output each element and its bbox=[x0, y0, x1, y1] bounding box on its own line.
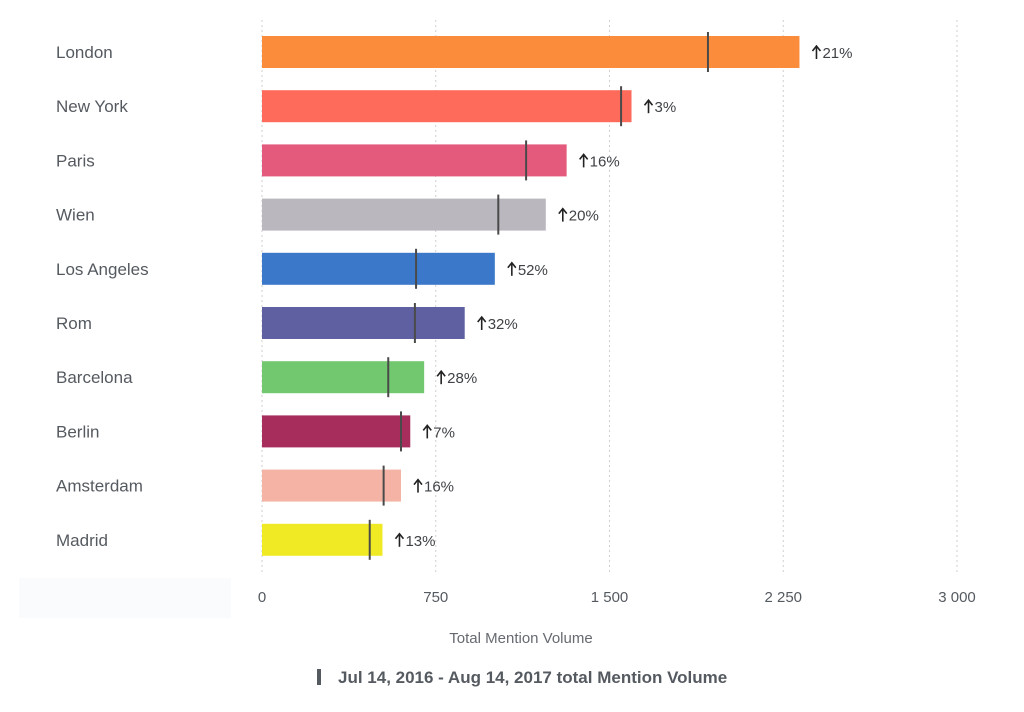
arrow-up-icon bbox=[436, 369, 446, 385]
change-indicator: 13% bbox=[394, 532, 435, 550]
arrow-up-icon bbox=[643, 98, 654, 114]
arrow-up-icon bbox=[558, 207, 568, 222]
category-label: Barcelona bbox=[56, 368, 133, 387]
category-label: Wien bbox=[56, 206, 95, 225]
change-indicator: 16% bbox=[413, 478, 454, 496]
arrow-head bbox=[643, 98, 654, 106]
change-label: 52% bbox=[518, 262, 548, 279]
bar bbox=[262, 252, 495, 285]
category-label: Madrid bbox=[56, 531, 108, 550]
change-label: 21% bbox=[822, 45, 852, 62]
arrow-head bbox=[413, 478, 423, 486]
change-indicator: 3% bbox=[643, 98, 677, 116]
bars bbox=[262, 32, 800, 560]
category-label: New York bbox=[56, 97, 128, 116]
x-tick-label: 0 bbox=[258, 589, 266, 606]
arrow-up-icon bbox=[394, 532, 405, 547]
arrow-head bbox=[579, 153, 589, 160]
arrow-head bbox=[422, 424, 432, 431]
x-axis-ticks: 0 750 1 500 2 250 3 000 bbox=[258, 589, 976, 606]
category-labels: London 21% New York 3% Paris 16% Wien 20% Los An… bbox=[56, 43, 852, 550]
x-tick-label: 750 bbox=[423, 589, 448, 606]
arrow-up-icon bbox=[413, 478, 423, 493]
bar bbox=[262, 198, 546, 231]
bar bbox=[262, 523, 383, 556]
arrow-head bbox=[811, 44, 822, 52]
category-label: Los Angeles bbox=[56, 260, 149, 279]
chart-caption: Jul 14, 2016 - Aug 14, 2017 total Mentio… bbox=[338, 668, 727, 687]
arrow-head bbox=[507, 261, 517, 269]
arrow-head bbox=[558, 207, 568, 215]
category-label: Berlin bbox=[56, 422, 99, 441]
change-label: 20% bbox=[569, 208, 599, 225]
change-label: 7% bbox=[433, 424, 455, 441]
change-indicator: 16% bbox=[579, 153, 620, 170]
change-indicator: 28% bbox=[436, 369, 477, 387]
x-tick-label: 2 250 bbox=[764, 589, 802, 606]
arrow-up-icon bbox=[579, 153, 589, 168]
change-label: 16% bbox=[590, 153, 620, 170]
change-indicator: 20% bbox=[558, 207, 599, 225]
x-axis-title: Total Mention Volume bbox=[449, 630, 592, 647]
change-label: 16% bbox=[424, 479, 454, 496]
change-indicator: 21% bbox=[811, 44, 852, 62]
arrow-up-icon bbox=[811, 44, 822, 59]
category-label: London bbox=[56, 43, 113, 62]
bar bbox=[262, 307, 465, 339]
change-indicator: 32% bbox=[477, 315, 518, 333]
change-label: 13% bbox=[405, 533, 435, 550]
change-label: 32% bbox=[488, 316, 518, 333]
bar bbox=[262, 90, 632, 123]
arrow-up-icon bbox=[422, 424, 432, 439]
change-label: 3% bbox=[655, 99, 677, 116]
bar bbox=[262, 361, 425, 394]
arrow-head bbox=[477, 315, 487, 323]
bar bbox=[262, 469, 401, 502]
x-tick-label: 1 500 bbox=[591, 589, 629, 606]
caption-marker-icon bbox=[317, 669, 321, 685]
bar bbox=[262, 415, 411, 448]
arrow-head bbox=[436, 369, 446, 377]
arrow-head bbox=[394, 532, 405, 540]
bar bbox=[262, 144, 567, 177]
x-tick-label: 3 000 bbox=[938, 589, 976, 606]
arrow-up-icon bbox=[507, 261, 517, 276]
arrow-up-icon bbox=[477, 315, 487, 330]
bar bbox=[262, 36, 800, 68]
change-label: 28% bbox=[447, 370, 477, 387]
category-label: Rom bbox=[56, 314, 92, 333]
category-label: Paris bbox=[56, 151, 95, 170]
change-indicator: 7% bbox=[422, 424, 455, 441]
category-label: Amsterdam bbox=[56, 477, 143, 496]
legend-placeholder-box bbox=[19, 578, 231, 618]
change-indicator: 52% bbox=[507, 261, 548, 279]
